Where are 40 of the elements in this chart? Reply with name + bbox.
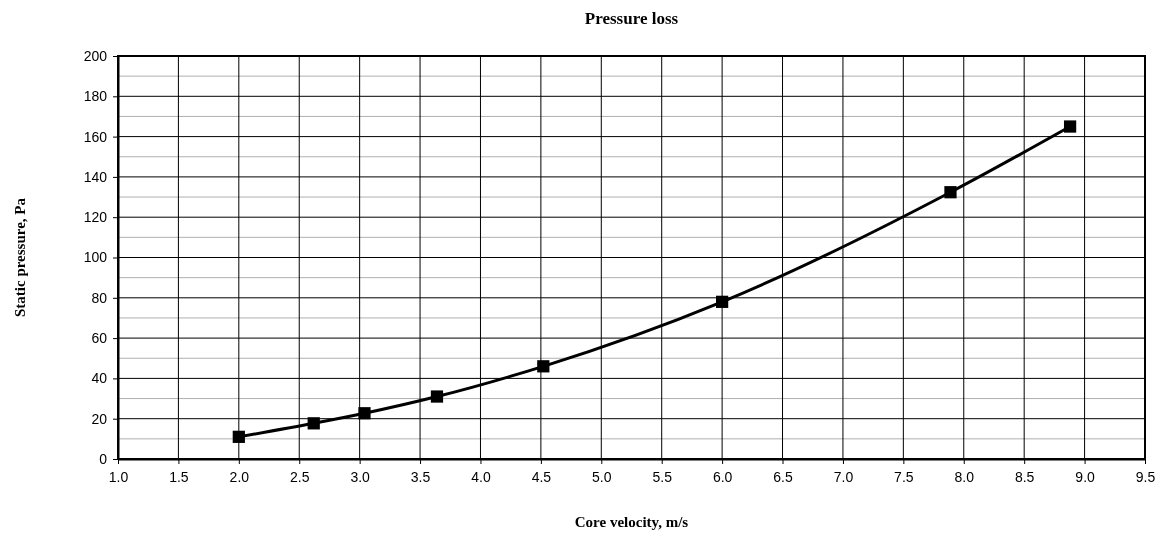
- point: [358, 407, 371, 420]
- y-axis-title: Static pressure, Pa: [12, 197, 28, 318]
- x-tick-label: 1.0: [108, 468, 129, 485]
- chart-title: Pressure loss: [584, 9, 679, 28]
- x-tick-label: 6.5: [773, 468, 793, 485]
- x-tick-label: 2.0: [229, 468, 250, 485]
- y-tick-label: 0: [99, 450, 108, 467]
- x-tick-label: 1.5: [169, 468, 189, 485]
- x-tick-label: 3.5: [410, 468, 431, 485]
- y-tick-label: 20: [91, 410, 108, 427]
- y-tick-label: 120: [83, 209, 108, 226]
- x-tick-label: 2.5: [290, 468, 310, 485]
- x-tick-label: 7.0: [833, 468, 854, 485]
- x-tick-label: 4.0: [471, 468, 491, 485]
- x-tick-label: 5.0: [592, 468, 612, 485]
- y-tick-label: 140: [83, 168, 108, 185]
- point: [944, 186, 957, 199]
- x-tick-label: 3.0: [350, 468, 371, 485]
- y-tick-label: 60: [91, 330, 108, 347]
- x-tick-label: 8.0: [954, 468, 975, 485]
- y-tick-label: 180: [83, 88, 108, 105]
- point: [232, 430, 245, 443]
- y-tick-label: 40: [91, 370, 108, 387]
- y-tick-label: 200: [83, 47, 108, 64]
- x-tick-label: 7.5: [894, 468, 914, 485]
- x-tick-label: 6.0: [712, 468, 733, 485]
- point: [430, 390, 444, 403]
- x-tick-label: 5.5: [652, 468, 673, 485]
- y-tick-label: 80: [91, 289, 108, 306]
- y-tick-label: 100: [83, 249, 108, 266]
- x-tick-label: 4.5: [531, 468, 552, 485]
- point: [715, 295, 729, 308]
- y-tick-label: 160: [83, 128, 108, 145]
- x-axis-title: Core velocity, m/s: [574, 514, 689, 530]
- x-tick-label: 9.5: [1135, 468, 1156, 485]
- x-tick-label: 9.0: [1075, 468, 1096, 485]
- point: [1063, 120, 1077, 133]
- point: [307, 417, 320, 430]
- x-tick-label: 8.5: [1014, 468, 1035, 485]
- point: [537, 360, 550, 373]
